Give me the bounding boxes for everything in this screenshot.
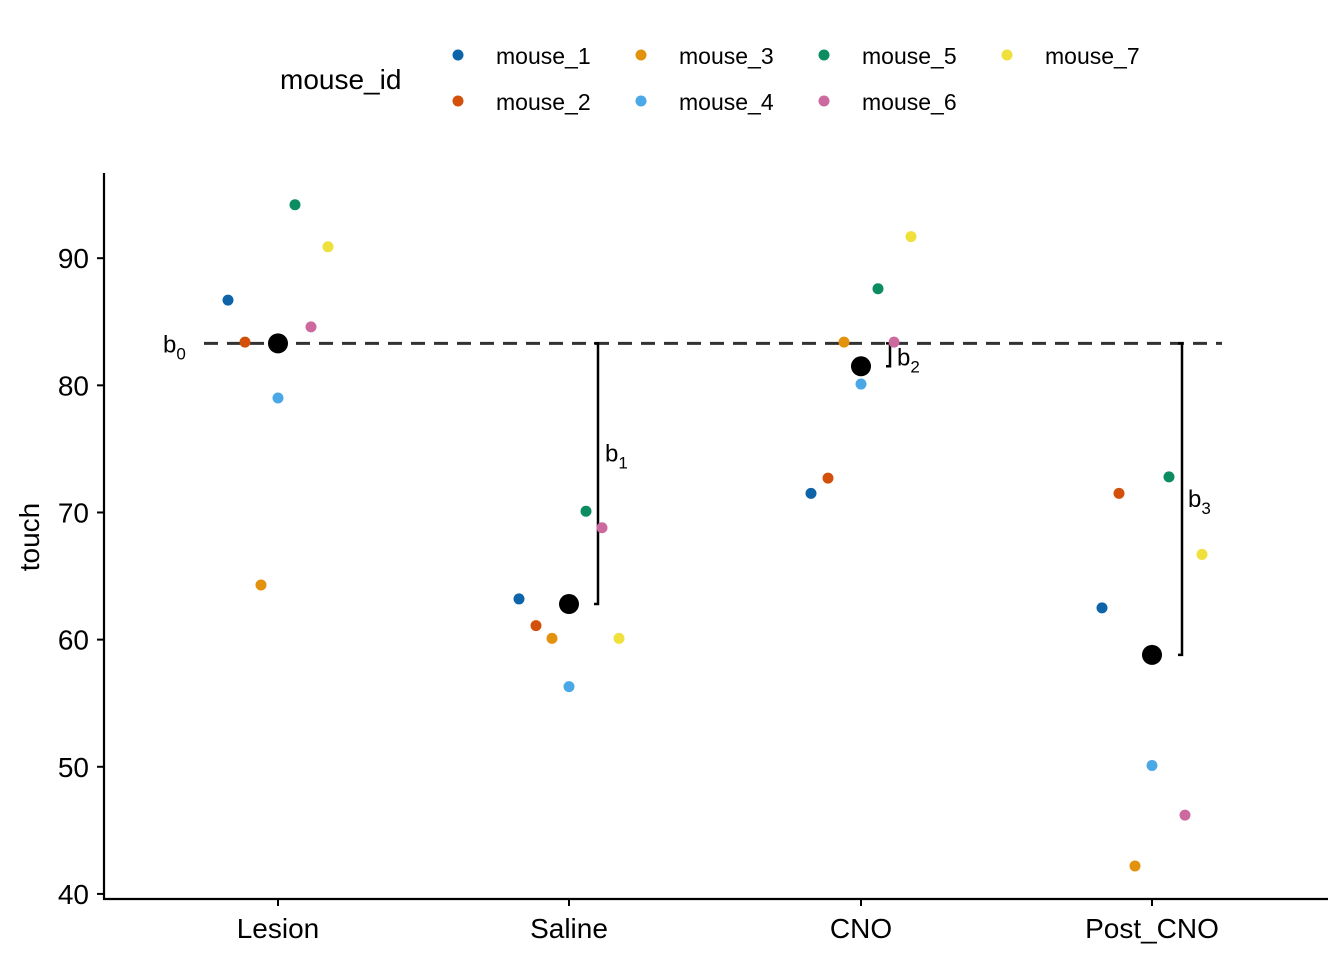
point-mouse_7-Post_CNO xyxy=(1196,548,1208,560)
plot-area: b0 b1 b2 b3 xyxy=(163,199,1222,872)
point-mouse_7-CNO xyxy=(905,231,917,243)
coefficient-subscript-0: 0 xyxy=(176,344,185,363)
y-tick-label-60: 60 xyxy=(58,625,89,656)
legend-swatch-mouse_1 xyxy=(452,49,464,61)
legend-label-mouse_7: mouse_7 xyxy=(1045,43,1140,69)
point-mouse_6-Saline xyxy=(596,522,608,534)
point-mouse_3-Lesion xyxy=(255,579,267,591)
bracket-line-Post_CNO xyxy=(1178,342,1184,657)
legend-item-mouse_5: mouse_5 xyxy=(818,43,957,69)
point-mouse_5-CNO xyxy=(872,283,884,295)
coefficient-label-b2: b2 xyxy=(897,344,920,376)
legend-item-mouse_7: mouse_7 xyxy=(1001,43,1140,69)
point-mouse_7-Lesion xyxy=(322,241,334,253)
x-tick-label-Saline: Saline xyxy=(530,913,608,944)
point-mouse_4-CNO xyxy=(855,378,867,390)
x-tick-label-CNO: CNO xyxy=(830,913,892,944)
legend-label-mouse_2: mouse_2 xyxy=(496,89,591,115)
y-tick-label-40: 40 xyxy=(58,879,89,910)
point-mouse_2-Lesion xyxy=(239,336,251,348)
point-mouse_2-CNO xyxy=(822,472,834,484)
legend-item-mouse_4: mouse_4 xyxy=(635,89,774,115)
point-mouse_6-Lesion xyxy=(305,321,317,333)
coefficient-subscript-2: 2 xyxy=(910,357,919,376)
y-tick-label-50: 50 xyxy=(58,752,89,783)
coefficient-label-b3: b3 xyxy=(1188,486,1211,518)
point-mouse_1-Post_CNO xyxy=(1096,602,1108,614)
legend-title: mouse_id xyxy=(280,64,401,95)
point-mouse_5-Lesion xyxy=(289,199,301,211)
point-mouse_2-Post_CNO xyxy=(1113,487,1125,499)
legend-label-mouse_1: mouse_1 xyxy=(496,43,591,69)
point-mouse_4-Post_CNO xyxy=(1146,759,1158,771)
point-mouse_3-Post_CNO xyxy=(1129,860,1141,872)
bracket-line-CNO xyxy=(886,342,892,368)
bracket-CNO xyxy=(886,342,892,368)
bracket-Saline xyxy=(594,342,600,606)
point-mouse_6-CNO xyxy=(888,336,900,348)
coefficient-subscript-3: 3 xyxy=(1201,499,1210,518)
point-mouse_7-Saline xyxy=(613,632,625,644)
y-tick-label-90: 90 xyxy=(58,243,89,274)
y-tick-label-80: 80 xyxy=(58,370,89,401)
point-mouse_6-Post_CNO xyxy=(1179,809,1191,821)
legend-item-mouse_2: mouse_2 xyxy=(452,89,591,115)
legend-swatch-mouse_3 xyxy=(635,49,647,61)
point-mouse_3-Saline xyxy=(546,632,558,644)
coefficient-label-b1: b1 xyxy=(605,441,628,473)
point-mouse_3-CNO xyxy=(838,336,850,348)
y-tick-label-70: 70 xyxy=(58,497,89,528)
point-mouse_1-Saline xyxy=(513,593,525,605)
y-axis-title: touch xyxy=(14,503,45,572)
legend-swatch-mouse_4 xyxy=(635,95,647,107)
point-mouse_4-Saline xyxy=(563,681,575,693)
bracket-Post_CNO xyxy=(1178,342,1184,657)
mean-point-Lesion xyxy=(268,333,288,354)
coefficient-label-b0: b0 xyxy=(163,331,186,363)
legend-label-mouse_5: mouse_5 xyxy=(862,43,957,69)
x-tick-label-Lesion: Lesion xyxy=(237,913,320,944)
point-mouse_1-CNO xyxy=(805,487,817,499)
coefficient-subscript-1: 1 xyxy=(618,454,627,473)
point-mouse_5-Post_CNO xyxy=(1163,471,1175,483)
legend-swatch-mouse_7 xyxy=(1001,49,1013,61)
legend-label-mouse_6: mouse_6 xyxy=(862,89,957,115)
legend: mouse_id mouse_1 mouse_2 mouse_3 mouse_4 mou… xyxy=(280,43,1140,115)
point-mouse_5-Saline xyxy=(580,505,592,517)
mean-point-Saline xyxy=(559,594,579,615)
bracket-line-Saline xyxy=(594,342,600,606)
point-mouse_1-Lesion xyxy=(222,294,234,306)
point-mouse_4-Lesion xyxy=(272,392,284,404)
legend-item-mouse_3: mouse_3 xyxy=(635,43,774,69)
point-mouse_2-Saline xyxy=(530,620,542,632)
legend-swatch-mouse_5 xyxy=(818,49,830,61)
axes: 40 50 60 70 80 90 Lesion Saline CNO Post_CNO tou… xyxy=(14,173,1328,944)
legend-swatch-mouse_6 xyxy=(818,95,830,107)
mean-point-Post_CNO xyxy=(1142,644,1162,665)
legend-swatch-mouse_2 xyxy=(452,95,464,107)
legend-item-mouse_1: mouse_1 xyxy=(452,43,591,69)
mean-point-CNO xyxy=(851,356,871,377)
x-tick-label-Post_CNO: Post_CNO xyxy=(1085,913,1219,944)
legend-label-mouse_3: mouse_3 xyxy=(679,43,774,69)
legend-item-mouse_6: mouse_6 xyxy=(818,89,957,115)
legend-label-mouse_4: mouse_4 xyxy=(679,89,774,115)
